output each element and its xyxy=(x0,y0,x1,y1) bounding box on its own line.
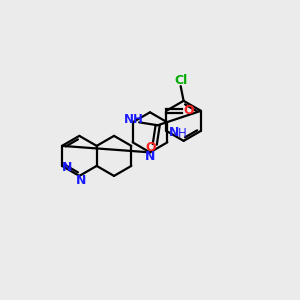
Text: O: O xyxy=(183,104,194,117)
Text: Cl: Cl xyxy=(174,74,187,87)
Text: N: N xyxy=(76,174,86,187)
Text: NH: NH xyxy=(124,113,144,126)
Text: H: H xyxy=(178,127,187,140)
Text: N: N xyxy=(145,150,155,163)
Text: N: N xyxy=(169,126,180,139)
Text: O: O xyxy=(145,141,156,154)
Text: N: N xyxy=(62,161,73,174)
